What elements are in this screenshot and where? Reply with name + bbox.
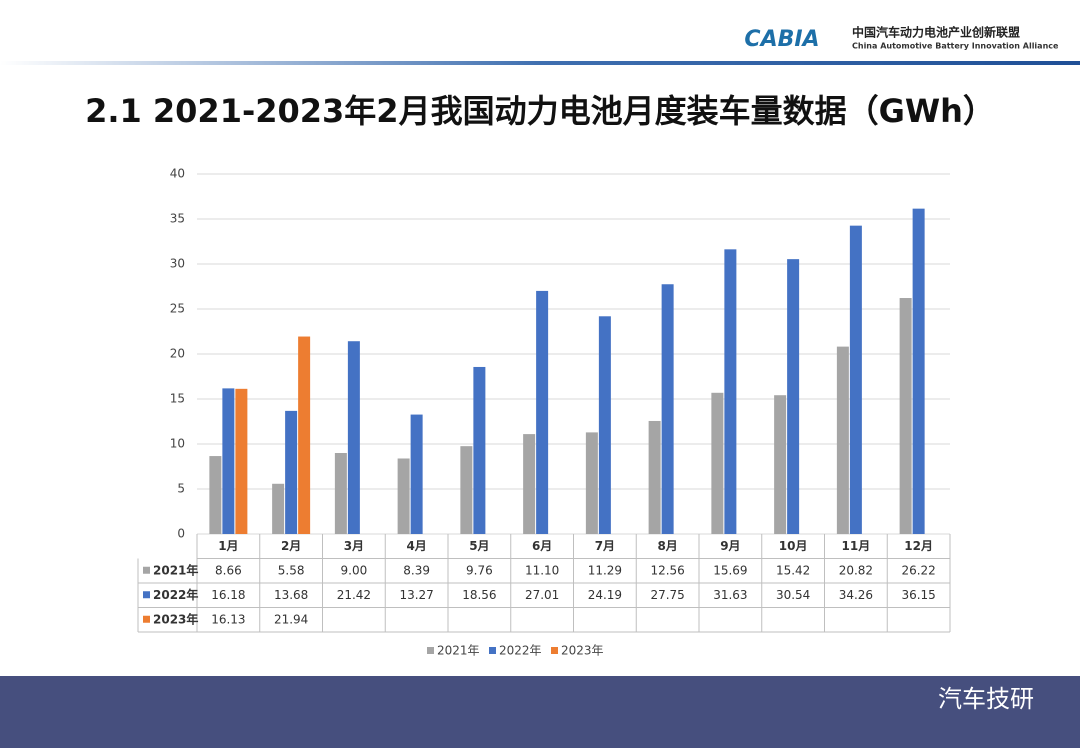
- legend-swatch: [427, 647, 434, 654]
- legend-label: 2021年: [437, 644, 480, 658]
- table-value: 20.82: [839, 563, 873, 577]
- table-value: 15.42: [776, 563, 810, 577]
- legend-swatch: [143, 566, 150, 574]
- table-value: 16.18: [211, 588, 245, 602]
- table-value: 16.13: [211, 612, 245, 626]
- x-tick-label: 9月: [720, 539, 740, 553]
- org-cn: 中国汽车动力电池产业创新联盟: [852, 25, 1020, 40]
- y-tick-label: 5: [177, 482, 185, 496]
- bar: [774, 395, 787, 534]
- y-tick-label: 40: [170, 167, 185, 181]
- y-tick-label: 25: [170, 302, 185, 316]
- header-line: [0, 61, 1080, 65]
- bar: [473, 366, 486, 534]
- bar: [711, 392, 724, 534]
- table-value: 31.63: [713, 588, 747, 602]
- table-series-name: 2022年: [153, 587, 198, 602]
- table-value: 30.54: [776, 588, 810, 602]
- x-tick-label: 11月: [842, 539, 871, 553]
- table-value: 34.26: [839, 588, 873, 602]
- table-value: 9.76: [466, 563, 493, 577]
- y-tick-label: 15: [170, 392, 185, 406]
- y-tick-label: 0: [177, 527, 185, 541]
- legend-label: 2023年: [561, 644, 604, 658]
- table-value: 21.42: [337, 588, 371, 602]
- table-value: 8.39: [403, 563, 430, 577]
- x-tick-label: 8月: [657, 539, 677, 553]
- watermark: 汽车技研: [938, 685, 1034, 713]
- chart-title: 2.1 2021-2023年2月我国动力电池月度装车量数据（GWh）: [85, 92, 995, 130]
- table-value: 11.29: [588, 563, 622, 577]
- table-value: 12.56: [650, 563, 684, 577]
- table-value: 27.75: [650, 588, 684, 602]
- table-value: 8.66: [215, 563, 242, 577]
- table-value: 13.68: [274, 588, 308, 602]
- table-value: 5.58: [278, 563, 305, 577]
- legend-swatch: [143, 591, 150, 599]
- table-series-name: 2023年: [153, 611, 198, 626]
- bar: [460, 446, 473, 534]
- table-value: 18.56: [462, 588, 496, 602]
- logo: CABIA: [744, 27, 819, 52]
- legend-swatch: [551, 647, 558, 654]
- bar: [397, 458, 410, 534]
- bar: [787, 259, 800, 534]
- table-value: 13.27: [399, 588, 433, 602]
- x-tick-label: 7月: [595, 539, 615, 553]
- bar: [334, 453, 347, 534]
- bar: [661, 284, 674, 534]
- x-tick-label: 10月: [779, 539, 808, 553]
- table-value: 27.01: [525, 588, 559, 602]
- table-value: 9.00: [341, 563, 368, 577]
- chart: 0 5 10 15 20 25 30 35 40 1月 8.66 16.18 16.13 2月 5.58 13…: [137, 167, 951, 658]
- x-tick-label: 2月: [281, 539, 301, 553]
- x-tick-label: 6月: [532, 539, 552, 553]
- bar: [585, 432, 598, 534]
- table-value: 24.19: [588, 588, 622, 602]
- legend-swatch: [143, 615, 150, 623]
- y-tick-label: 35: [170, 212, 185, 226]
- table-series-name: 2021年: [153, 562, 198, 577]
- y-tick-label: 30: [170, 257, 185, 271]
- bar: [410, 414, 423, 534]
- bar: [285, 410, 298, 534]
- bar: [648, 420, 661, 534]
- x-tick-label: 12月: [904, 539, 933, 553]
- bar: [272, 483, 285, 534]
- bar: [899, 298, 912, 534]
- x-tick-label: 5月: [469, 539, 489, 553]
- x-tick-label: 1月: [218, 539, 238, 553]
- bar: [235, 388, 248, 534]
- table-value: 21.94: [274, 612, 308, 626]
- footer-band: [0, 676, 1080, 748]
- legend-swatch: [489, 647, 496, 654]
- x-tick-label: 3月: [344, 539, 364, 553]
- bar: [222, 388, 235, 534]
- table-value: 26.22: [901, 563, 935, 577]
- bar: [347, 341, 360, 534]
- org-en: China Automotive Battery Innovation Alli…: [852, 42, 1059, 51]
- legend-label: 2022年: [499, 644, 542, 658]
- table-value: 11.10: [525, 563, 559, 577]
- bar: [849, 225, 862, 534]
- table-value: 15.69: [713, 563, 747, 577]
- bar: [523, 434, 536, 534]
- bar: [724, 249, 737, 534]
- y-tick-label: 20: [170, 347, 185, 361]
- x-tick-label: 4月: [406, 539, 426, 553]
- bar: [836, 346, 849, 534]
- table-value: 36.15: [901, 588, 935, 602]
- y-tick-label: 10: [170, 437, 185, 451]
- bar: [536, 290, 549, 534]
- bar: [598, 316, 611, 534]
- bar: [298, 336, 311, 534]
- bar: [912, 208, 925, 534]
- bar: [209, 456, 222, 534]
